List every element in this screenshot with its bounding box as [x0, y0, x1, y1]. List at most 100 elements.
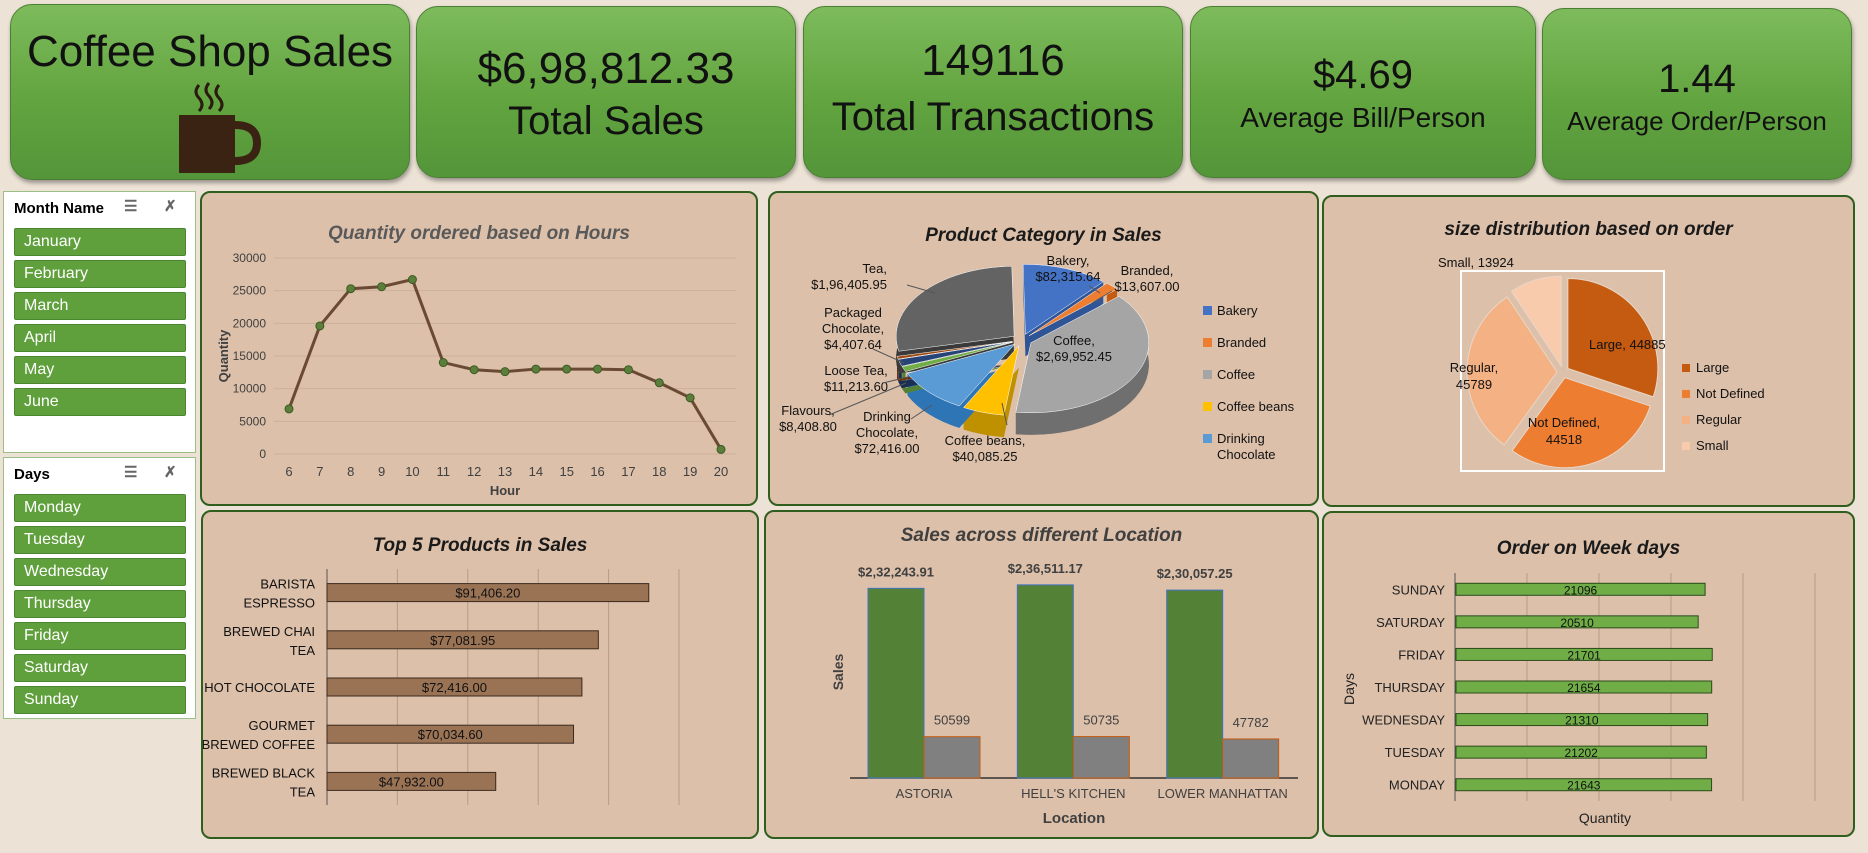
slicer-item-saturday[interactable]: Saturday: [14, 654, 186, 682]
x-tick-label: 14: [529, 464, 543, 479]
y-tick-label: THURSDAY: [1374, 680, 1445, 695]
legend-swatch: [1203, 402, 1212, 411]
bar: [1455, 713, 1709, 727]
leader-line: [910, 404, 933, 420]
legend-label: Small: [1696, 438, 1729, 453]
bar: [1455, 745, 1707, 759]
bar-data-label: $2,36,511.17: [1008, 561, 1083, 576]
chart-title: Order on Week days: [1496, 538, 1681, 559]
data-point: [593, 364, 603, 374]
bar-series-1: [1166, 589, 1224, 779]
pie-data-label: Branded, $13,607.00: [1114, 263, 1179, 294]
slicer-item-january[interactable]: January: [14, 228, 186, 256]
x-tick-label: 13: [498, 464, 512, 479]
kpi-average-bill: $4.69 Average Bill/Person: [1190, 6, 1536, 178]
bar: [1455, 647, 1713, 661]
x-axis-title: Hour: [490, 483, 520, 498]
legend-label: Large: [1696, 360, 1729, 375]
kpi-label: Average Bill/Person: [1240, 102, 1486, 133]
size-distribution-pie-chart: Large, 44885 Not Defined, 44518 Regular, 457…: [1438, 255, 1765, 472]
slicer-item-march[interactable]: March: [14, 292, 186, 320]
bar-series-2: [1072, 736, 1130, 779]
legend-swatch: [1682, 364, 1690, 372]
multi-select-icon[interactable]: ☰: [124, 464, 138, 481]
kpi-value: $6,98,812.33: [477, 44, 735, 93]
x-tick-label: LOWER MANHATTAN: [1158, 786, 1288, 801]
bar-data-label: 21096: [1564, 583, 1598, 597]
slicer-item-june[interactable]: June: [14, 388, 186, 416]
x-tick-label: 20: [714, 464, 728, 479]
kpi-value: $4.69: [1312, 53, 1414, 97]
bar-series-2: [923, 736, 981, 779]
bar-data-label: $72,416.00: [422, 680, 487, 695]
pie-slice: [901, 342, 1013, 372]
kpi-total-sales: $6,98,812.33 Total Sales: [416, 6, 796, 178]
slicer-item-monday[interactable]: Monday: [14, 494, 186, 522]
slicer-item-thursday[interactable]: Thursday: [14, 590, 186, 618]
bar-series-1: [1016, 584, 1074, 779]
pie-slice-edge: [1015, 296, 1149, 435]
bar: [1455, 680, 1713, 694]
y-tick-label: SUNDAY: [1392, 582, 1446, 597]
pie-slice: [1022, 264, 1104, 335]
pie-slice: [1567, 277, 1659, 398]
slicer-item-february[interactable]: February: [14, 260, 186, 288]
kpi-total-transactions: 149116 Total Transactions: [803, 6, 1183, 178]
y-tick-label: 0: [259, 447, 266, 461]
legend-label: Branded: [1217, 335, 1266, 350]
multi-select-icon[interactable]: ☰: [124, 198, 138, 215]
days-slicer-title: Days: [14, 466, 50, 483]
slicer-item-wednesday[interactable]: Wednesday: [14, 558, 186, 586]
dashboard-title: Coffee Shop Sales: [26, 27, 394, 76]
y-tick-label: MONDAY: [1389, 778, 1445, 793]
x-tick-label: 6: [285, 464, 292, 479]
slicer-item-friday[interactable]: Friday: [14, 622, 186, 650]
location-bar-panel: Sales across different Location $2,32,24…: [764, 510, 1319, 839]
top-products-bar-chart: $91,406.20 BARISTA ESPRESSO $77,081.95 BREWE…: [203, 569, 680, 805]
bar-data-label: 21701: [1567, 648, 1601, 662]
leader-line: [882, 376, 909, 384]
bar-data-label: $2,30,057.25: [1157, 566, 1233, 581]
slicer-item-may[interactable]: May: [14, 356, 186, 384]
product-category-pie-panel: Product Category in Sales Tea, $1,96,405.…: [768, 191, 1319, 506]
bar-data-label: 21310: [1565, 714, 1599, 728]
x-tick-label: 10: [405, 464, 419, 479]
y-tick-label: 15000: [233, 349, 267, 363]
y-axis-title: Days: [1341, 673, 1357, 705]
x-tick-label: 7: [316, 464, 323, 479]
x-tick-label: ASTORIA: [896, 786, 953, 801]
kpi-label: Total Sales: [508, 99, 704, 144]
y-axis-title: Quantity: [216, 329, 231, 382]
chart-title: size distribution based on order: [1444, 219, 1733, 240]
x-tick-label: 15: [559, 464, 573, 479]
size-distribution-pie-panel: size distribution based on order Large, …: [1322, 195, 1855, 507]
leader-line: [1088, 285, 1101, 294]
chart-title: Product Category in Sales: [925, 225, 1162, 246]
month-slicer-header: Month Name ☰ ✗: [4, 192, 195, 224]
pie-data-label: Not Defined, 44518: [1528, 415, 1600, 447]
slicer-item-sunday[interactable]: Sunday: [14, 686, 186, 714]
product-category-pie-chart: Tea, $1,96,405.95 Packaged Chocolate, $4,407…: [779, 253, 1295, 464]
clear-filter-icon[interactable]: ✗: [164, 198, 177, 215]
days-slicer-header: Days ☰ ✗: [4, 458, 195, 490]
weekday-bar-panel: Order on Week days 21096 SUNDAY 20510 SATUR…: [1322, 511, 1855, 837]
pie-data-label: Loose Tea, $11,213.60: [824, 363, 888, 394]
legend-swatch: [1203, 434, 1212, 443]
weekday-bar-chart: 21096 SUNDAY 20510 SATURDAY 21701 FRIDAY 21654…: [1341, 573, 1816, 826]
data-point: [716, 444, 726, 454]
bar-data-label: 20510: [1560, 616, 1594, 630]
pie-slice: [1466, 296, 1558, 446]
legend-label: Coffee beans: [1217, 399, 1295, 414]
slicer-item-tuesday[interactable]: Tuesday: [14, 526, 186, 554]
leader-line: [1091, 290, 1113, 304]
legend-swatch: [1682, 416, 1690, 424]
pie-slice: [1510, 275, 1562, 368]
slicer-item-april[interactable]: April: [14, 324, 186, 352]
y-tick-label: SATURDAY: [1376, 615, 1445, 630]
y-tick-label: BREWED CHAI TEA: [223, 624, 315, 658]
clear-filter-icon[interactable]: ✗: [164, 464, 177, 481]
x-tick-label: 16: [590, 464, 604, 479]
bar: [326, 677, 583, 697]
bar-data-label: $47,932.00: [379, 774, 444, 789]
location-bar-chart: $2,32,243.91 50599 ASTORIA $2,36,511.17 5073…: [830, 561, 1298, 827]
